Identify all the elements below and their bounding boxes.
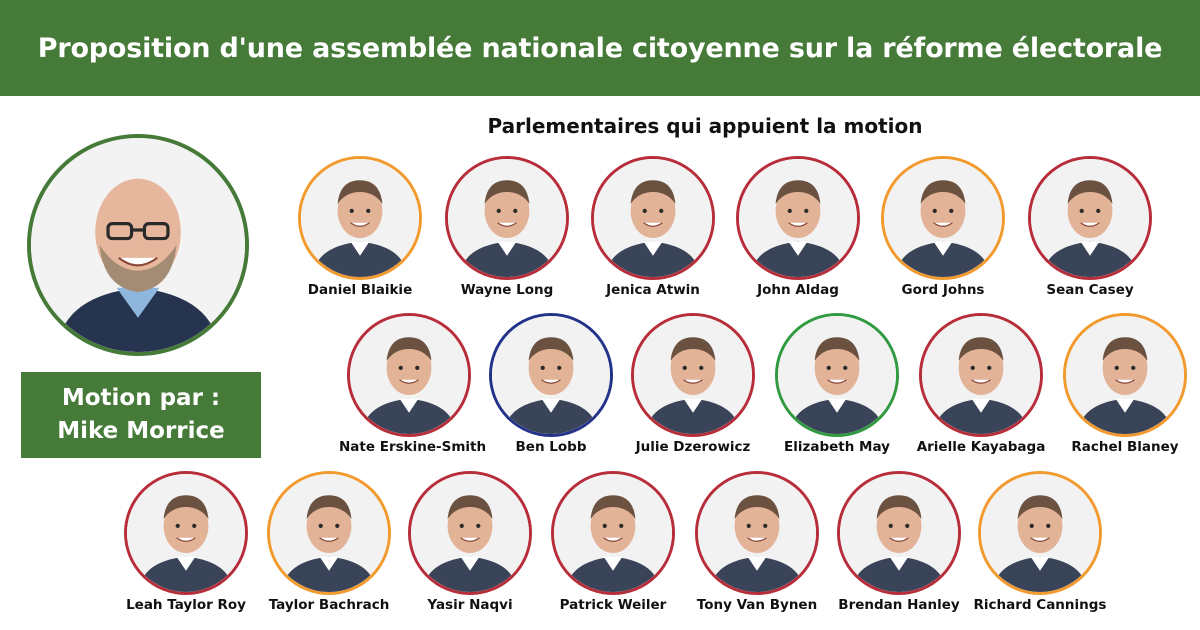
person-icon — [739, 159, 857, 277]
supporter-name: Gord Johns — [901, 282, 985, 298]
supporter-card: Tony Van Bynen — [687, 471, 827, 613]
supporter-portrait — [881, 156, 1005, 280]
supporter-portrait — [1063, 313, 1187, 437]
supporter-name: Tony Van Bynen — [696, 597, 818, 613]
mover-portrait — [27, 134, 249, 356]
supporter-card: Richard Cannings — [970, 471, 1110, 613]
person-icon — [448, 159, 566, 277]
person-icon — [594, 159, 712, 277]
supporter-card: Sean Casey — [1020, 156, 1160, 298]
supporter-card: Wayne Long — [437, 156, 577, 298]
supporter-portrait — [445, 156, 569, 280]
supporter-name: Arielle Kayabaga — [916, 439, 1046, 455]
supporter-name: Elizabeth May — [784, 439, 890, 455]
supporter-card: Julie Dzerowicz — [623, 313, 763, 455]
supporter-card: Ben Lobb — [481, 313, 621, 455]
supporters-heading: Parlementaires qui appuient la motion — [487, 114, 923, 138]
person-icon — [31, 138, 245, 352]
supporter-name: Jenica Atwin — [606, 282, 700, 298]
supporter-portrait — [124, 471, 248, 595]
person-icon — [922, 316, 1040, 434]
supporter-name: Yasir Naqvi — [427, 597, 513, 613]
supporter-name: Rachel Blaney — [1071, 439, 1179, 455]
supporter-name: Wayne Long — [460, 282, 554, 298]
supporter-name: Leah Taylor Roy — [126, 597, 246, 613]
supporter-portrait — [408, 471, 532, 595]
supporter-card: Taylor Bachrach — [259, 471, 399, 613]
supporter-card: Jenica Atwin — [583, 156, 723, 298]
supporter-card: Yasir Naqvi — [400, 471, 540, 613]
supporter-card: John Aldag — [728, 156, 868, 298]
supporter-portrait — [489, 313, 613, 437]
supporter-portrait — [591, 156, 715, 280]
supporter-portrait — [631, 313, 755, 437]
supporter-portrait — [775, 313, 899, 437]
person-icon — [698, 474, 816, 592]
supporter-card: Brendan Hanley — [829, 471, 969, 613]
person-icon — [1066, 316, 1184, 434]
supporter-portrait — [736, 156, 860, 280]
supporter-card: Patrick Weiler — [543, 471, 683, 613]
motion-by-label: Motion par : — [61, 385, 221, 411]
title-banner: Proposition d'une assemblée nationale ci… — [0, 0, 1200, 96]
supporter-card: Rachel Blaney — [1055, 313, 1195, 455]
supporter-portrait — [919, 313, 1043, 437]
supporter-card: Daniel Blaikie — [290, 156, 430, 298]
supporter-portrait — [347, 313, 471, 437]
person-icon — [350, 316, 468, 434]
supporter-name: Sean Casey — [1046, 282, 1134, 298]
person-icon — [554, 474, 672, 592]
person-icon — [270, 474, 388, 592]
supporter-name: Brendan Hanley — [838, 597, 960, 613]
person-icon — [127, 474, 245, 592]
supporter-name: Richard Cannings — [973, 597, 1107, 613]
supporter-portrait — [695, 471, 819, 595]
supporter-name: Patrick Weiler — [559, 597, 667, 613]
person-icon — [981, 474, 1099, 592]
supporter-card: Nate Erskine-Smith — [339, 313, 487, 455]
motion-label: Motion par : Mike Morrice — [21, 372, 261, 458]
supporter-name: Julie Dzerowicz — [635, 439, 751, 455]
supporter-card: Arielle Kayabaga — [911, 313, 1051, 455]
supporter-portrait — [298, 156, 422, 280]
supporter-portrait — [1028, 156, 1152, 280]
person-icon — [778, 316, 896, 434]
motion-author-name: Mike Morrice — [57, 418, 225, 444]
person-icon — [884, 159, 1002, 277]
supporter-portrait — [837, 471, 961, 595]
supporter-card: Elizabeth May — [767, 313, 907, 455]
person-icon — [411, 474, 529, 592]
supporter-name: Nate Erskine-Smith — [339, 439, 487, 455]
supporter-portrait — [551, 471, 675, 595]
person-icon — [492, 316, 610, 434]
person-icon — [840, 474, 958, 592]
person-icon — [301, 159, 419, 277]
supporter-name: Ben Lobb — [515, 439, 587, 455]
person-icon — [1031, 159, 1149, 277]
supporter-name: John Aldag — [757, 282, 839, 298]
supporter-portrait — [267, 471, 391, 595]
supporter-card: Leah Taylor Roy — [116, 471, 256, 613]
supporter-name: Daniel Blaikie — [307, 282, 413, 298]
supporter-card: Gord Johns — [873, 156, 1013, 298]
person-icon — [634, 316, 752, 434]
supporter-name: Taylor Bachrach — [268, 597, 390, 613]
supporter-portrait — [978, 471, 1102, 595]
page-title: Proposition d'une assemblée nationale ci… — [37, 32, 1163, 64]
